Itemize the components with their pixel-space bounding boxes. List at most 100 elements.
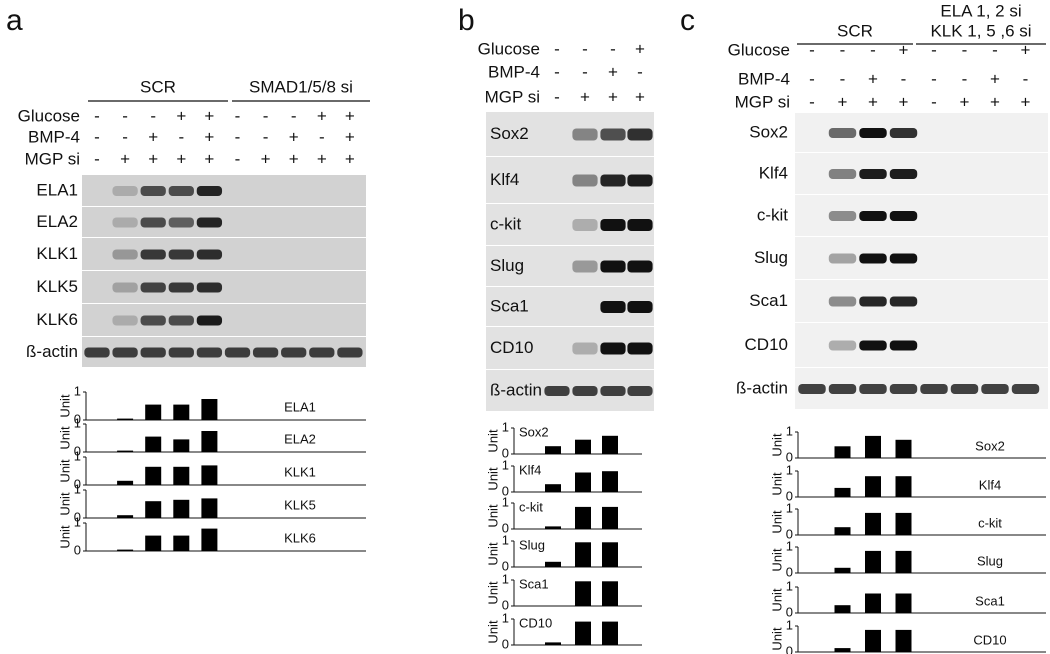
blot-band xyxy=(168,186,194,196)
y-tick-label: 1 xyxy=(786,578,793,593)
condition-sign: - xyxy=(554,62,560,81)
condition-sign: - xyxy=(263,127,269,146)
bar xyxy=(145,436,162,452)
blot-band xyxy=(112,186,138,196)
blot-label: ELA1 xyxy=(36,180,78,199)
blot-band xyxy=(196,186,223,196)
blot-band xyxy=(168,217,194,228)
condition-sign: - xyxy=(582,39,588,58)
blot-strip xyxy=(82,304,366,336)
bar xyxy=(575,581,591,606)
actin-band xyxy=(600,386,626,396)
blot-strip xyxy=(486,327,654,369)
panel-letter: a xyxy=(6,4,23,37)
blot-band xyxy=(859,296,887,307)
y-tick-label: 1 xyxy=(786,423,793,438)
y-tick-label: 0 xyxy=(786,449,793,464)
y-tick-label: 0 xyxy=(74,509,81,524)
blot-band xyxy=(600,342,626,355)
panel-letter: b xyxy=(458,4,475,37)
blot-label: c-kit xyxy=(490,214,521,233)
bar xyxy=(602,542,618,567)
chart-label: ELA2 xyxy=(284,431,316,446)
blot-label: CD10 xyxy=(490,338,533,357)
actin-band xyxy=(920,384,948,394)
blot-strip xyxy=(486,157,654,203)
actin-band xyxy=(572,386,598,396)
blot-label: ß-actin xyxy=(26,342,78,361)
condition-sign: - xyxy=(870,40,876,59)
bar xyxy=(865,593,881,613)
bar xyxy=(201,465,218,485)
blot-band xyxy=(112,217,138,228)
actin-band xyxy=(224,347,251,358)
blot-label: Slug xyxy=(490,256,524,275)
blot-band xyxy=(168,282,194,293)
y-axis-label: Unit xyxy=(485,620,500,644)
bar xyxy=(545,446,561,454)
condition-label: BMP-4 xyxy=(488,62,540,81)
blot-label: KLK1 xyxy=(36,244,78,263)
blot-strip xyxy=(82,207,366,237)
actin-band xyxy=(828,384,857,394)
condition-sign: + xyxy=(608,62,618,81)
condition-sign: - xyxy=(809,69,815,88)
bar xyxy=(145,404,162,420)
condition-sign: - xyxy=(122,106,128,125)
condition-sign: + xyxy=(899,92,909,111)
condition-sign: + xyxy=(868,69,878,88)
condition-sign: - xyxy=(962,40,968,59)
condition-sign: - xyxy=(122,127,128,146)
bar xyxy=(173,466,190,485)
actin-band xyxy=(859,384,887,394)
condition-sign: + xyxy=(868,92,878,111)
y-tick-label: 0 xyxy=(786,564,793,579)
bar xyxy=(602,471,618,492)
blot-label: Slug xyxy=(754,248,788,267)
bar xyxy=(602,621,618,645)
y-tick-label: 0 xyxy=(74,476,81,491)
bar xyxy=(865,476,881,497)
blot-band xyxy=(828,253,857,264)
blot-band xyxy=(828,128,857,138)
blot-label: Klf4 xyxy=(759,163,788,182)
actin-band xyxy=(252,347,279,358)
actin-band xyxy=(337,347,363,358)
blot-band xyxy=(828,340,857,351)
bar xyxy=(201,498,218,518)
blot-band xyxy=(112,282,138,293)
condition-sign: + xyxy=(635,87,645,106)
bar xyxy=(602,581,618,606)
condition-sign: - xyxy=(610,39,616,58)
condition-sign: - xyxy=(554,39,560,58)
blot-band xyxy=(572,219,598,231)
chart-label: Slug xyxy=(977,553,1003,568)
condition-label: MGP si xyxy=(485,87,540,106)
condition-sign: - xyxy=(319,127,325,146)
bar xyxy=(173,535,190,551)
bar xyxy=(865,512,881,535)
blot-band xyxy=(889,211,918,221)
y-tick-label: 0 xyxy=(502,445,509,460)
blot-label: ß-actin xyxy=(490,380,542,399)
chart-label: KLK6 xyxy=(284,530,316,545)
bar xyxy=(173,439,190,452)
actin-band xyxy=(309,347,335,358)
blot-band xyxy=(140,315,166,326)
blot-strip xyxy=(82,271,366,303)
condition-sign: - xyxy=(931,40,937,59)
condition-sign: - xyxy=(931,69,937,88)
blot-band xyxy=(572,128,598,141)
condition-sign: + xyxy=(148,149,158,168)
group-label: SMAD1/5/8 si xyxy=(249,77,353,96)
condition-sign: + xyxy=(345,149,355,168)
condition-sign: - xyxy=(263,106,269,125)
condition-sign: - xyxy=(840,69,846,88)
blot-band xyxy=(140,249,166,260)
blot-band xyxy=(627,128,653,141)
condition-sign: - xyxy=(637,62,643,81)
y-tick-label: 0 xyxy=(74,542,81,557)
blot-band xyxy=(600,174,626,187)
condition-label: Glucose xyxy=(728,40,790,59)
